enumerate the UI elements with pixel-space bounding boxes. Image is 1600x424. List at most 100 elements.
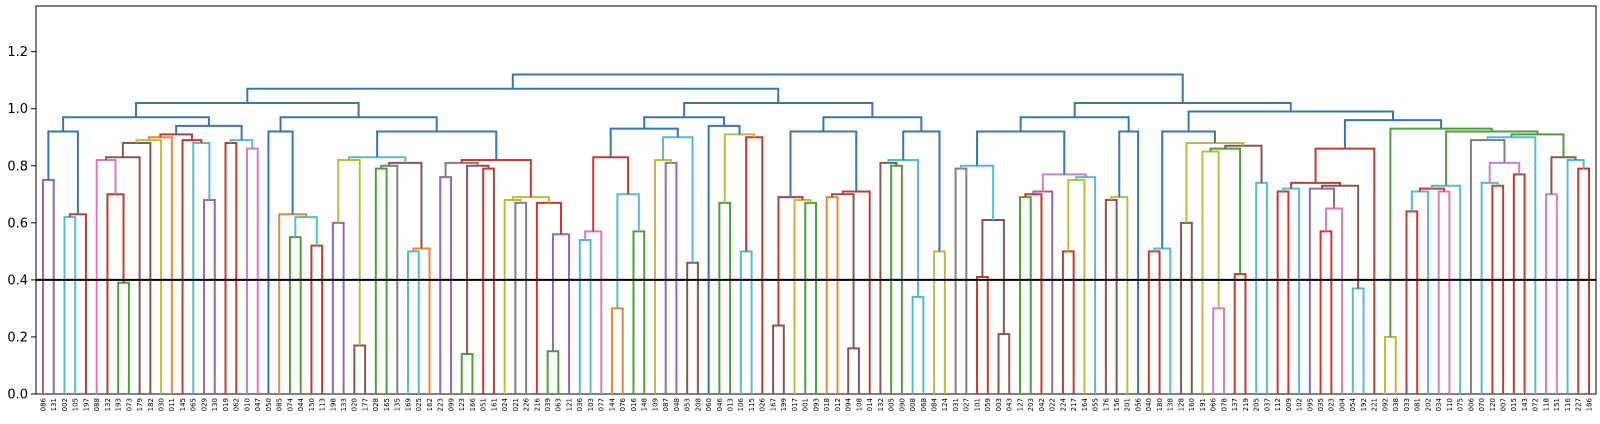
- leaf-label: 169: [404, 398, 412, 411]
- dendrogram-link: [278, 213, 308, 394]
- y-tick-label: 0.8: [7, 159, 28, 174]
- leaf-label: 221: [1371, 398, 1379, 411]
- leaf-label: 201: [1124, 398, 1132, 411]
- leaf-label: 123: [458, 398, 466, 411]
- dendrogram-link: [466, 164, 490, 355]
- leaf-label: 073: [125, 398, 133, 411]
- leaf-label: 025: [415, 398, 423, 411]
- leaf-label: 115: [748, 398, 756, 411]
- leaf-label: 003: [995, 398, 1003, 411]
- leaf-label: 191: [1199, 398, 1207, 411]
- dendrogram-link: [1185, 141, 1245, 223]
- dendrogram-link: [1324, 207, 1344, 394]
- dendrogram-link: [1480, 181, 1499, 394]
- leaf-label: 016: [630, 397, 638, 411]
- leaf-label: 013: [727, 398, 735, 411]
- leaf-label: 017: [791, 398, 799, 411]
- y-axis: 0.0 0.2 0.4 0.6 0.8 1.0 1.2: [7, 45, 36, 403]
- leaf-label: 023: [1328, 398, 1336, 411]
- leaf-label: 182: [147, 398, 155, 411]
- dendrogram-link: [804, 201, 817, 394]
- dendrogram-link: [1491, 184, 1505, 394]
- leaf-label: 019: [222, 398, 230, 411]
- leaf-label: 031: [952, 398, 960, 411]
- dendrogram-link: [611, 307, 624, 394]
- leaf-label: 029: [200, 398, 208, 411]
- leaf-label: 047: [254, 398, 262, 411]
- dendrogram-link: [959, 164, 995, 220]
- dendrogram-link: [831, 193, 855, 349]
- dendrogram-link: [1384, 335, 1397, 394]
- leaf-label: 227: [1575, 398, 1583, 411]
- leaf-label: 044: [297, 397, 305, 411]
- dendrogram-link: [1319, 230, 1333, 394]
- leaf-label: 138: [1167, 398, 1175, 411]
- leaf-label: 109: [651, 398, 659, 411]
- dendrogram-link: [1024, 193, 1043, 394]
- leaf-label: 219: [1242, 398, 1250, 411]
- dendrogram-link: [1550, 156, 1577, 195]
- leaf-label: 216: [533, 397, 541, 411]
- dendrogram-link: [514, 201, 528, 394]
- leaf-label: 135: [394, 398, 402, 411]
- leaf-label: 006: [1467, 397, 1475, 411]
- leaf-label: 059: [984, 398, 992, 411]
- leaf-label: 217: [1070, 398, 1078, 411]
- dendrogram-link: [347, 156, 407, 163]
- dendrogram-link: [1110, 196, 1129, 394]
- dendrogram-link: [535, 201, 563, 394]
- leaf-label: 198: [329, 398, 337, 411]
- dendrogram-link: [1041, 173, 1087, 192]
- leaf-label: 166: [469, 397, 477, 411]
- dendrogram-link: [841, 190, 871, 394]
- dendrogram-link: [822, 116, 923, 132]
- y-tick-label: 0.4: [7, 273, 28, 288]
- leaf-label: 068: [920, 398, 928, 411]
- dendrogram-link: [1224, 144, 1263, 183]
- dendrogram-link: [1067, 179, 1086, 394]
- dendrogram-link: [1212, 307, 1225, 394]
- leaf-label: 208: [694, 398, 702, 411]
- dendrogram-link: [1512, 173, 1526, 394]
- leaf-label: 020: [351, 398, 359, 411]
- dendrogram-link: [1201, 150, 1220, 394]
- dendrogram-link: [1104, 199, 1118, 394]
- dendrogram-link: [135, 102, 360, 118]
- dendrogram-link: [439, 176, 452, 394]
- dendrogram-link: [911, 296, 925, 394]
- leaf-label: 081: [1414, 398, 1422, 411]
- leaf-label: 051: [480, 398, 488, 411]
- dendrogram-link: [1566, 159, 1585, 394]
- leaf-label: 144: [608, 397, 616, 411]
- dendrogram-link: [723, 133, 756, 203]
- dendrogram-link: [63, 216, 77, 394]
- leaf-label: 145: [179, 398, 187, 411]
- leaf-label: 121: [565, 398, 573, 411]
- leaf-label: 167: [769, 398, 777, 411]
- y-tick-label: 0.2: [7, 330, 28, 345]
- leaf-label: 151: [1553, 398, 1561, 411]
- leaf-label: 084: [930, 397, 938, 411]
- dendrogram-link: [772, 324, 785, 394]
- dendrogram-link: [793, 199, 812, 394]
- dendrogram-link: [1282, 187, 1301, 394]
- dendrogram-link: [1488, 161, 1521, 183]
- leaf-label: 137: [1231, 398, 1239, 411]
- leaf-label: 193: [115, 398, 123, 411]
- dendrogram-link: [511, 73, 1184, 103]
- leaf-label: 132: [104, 398, 112, 411]
- leaf-label: 012: [834, 398, 842, 411]
- leaf-label: 042: [1038, 398, 1046, 411]
- dendrogram-link: [376, 130, 498, 161]
- dendrogram-link: [1209, 147, 1242, 275]
- leaf-label: 179: [136, 398, 144, 411]
- dendrogram-link: [412, 247, 431, 394]
- dendrogram-link: [117, 281, 130, 394]
- leaf-label: 054: [1349, 397, 1357, 411]
- leaf-label: 038: [1392, 398, 1400, 411]
- leaf-label: 088: [93, 398, 101, 411]
- dendrogram-link: [106, 193, 125, 394]
- dendrogram-link: [1073, 102, 1292, 118]
- dendrogram-link: [887, 159, 919, 297]
